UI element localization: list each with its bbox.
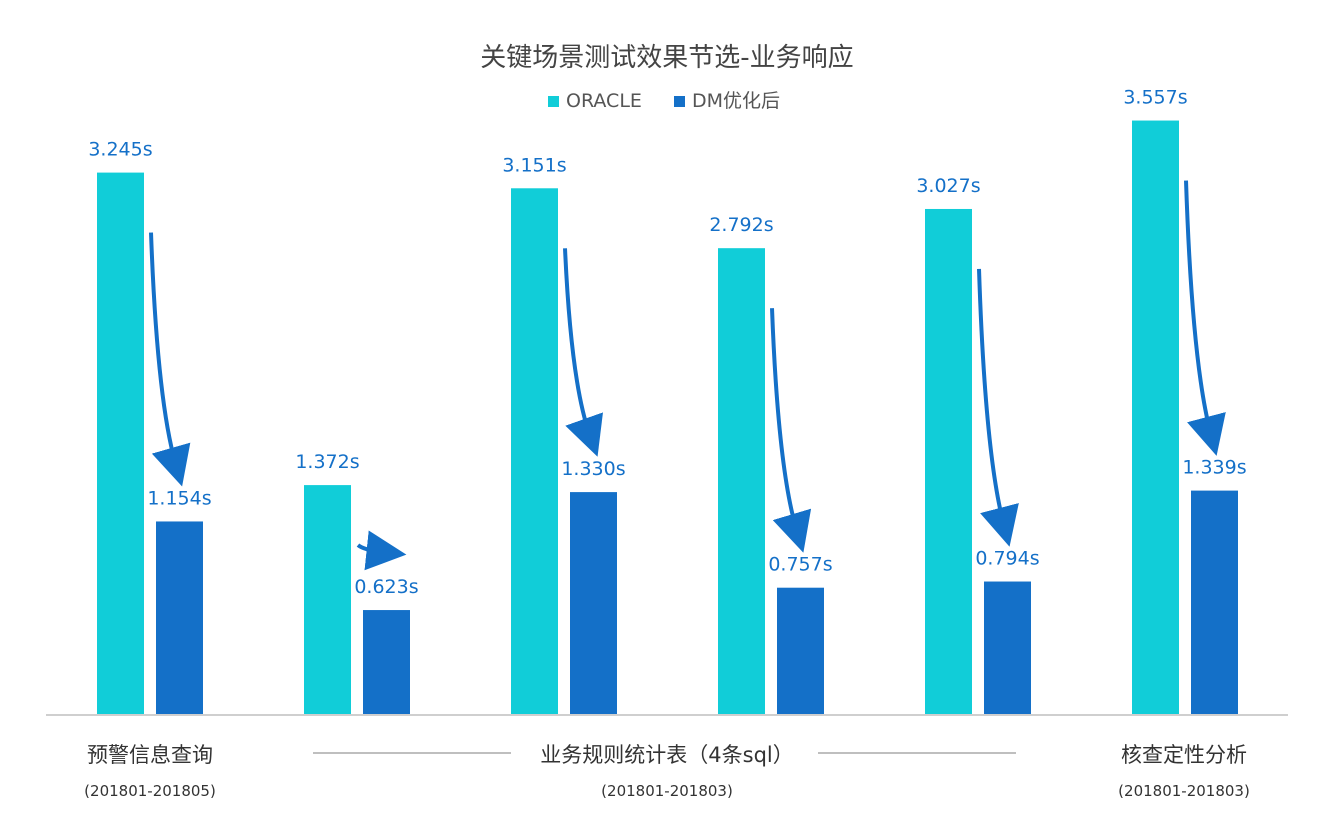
value-label-oracle-2: 1.372s	[295, 451, 359, 473]
reduction-arrow-2	[356, 530, 407, 571]
reduction-arrow-3	[563, 248, 603, 457]
bar-oracle-2	[304, 485, 351, 714]
chart-title: 关键场景测试效果节选-业务响应	[480, 43, 853, 73]
group-label-early-warning: 预警信息查询	[87, 743, 213, 767]
bar-dm-6	[1191, 490, 1238, 714]
group-label-business-rules: 业务规则统计表（4条sql）	[540, 743, 793, 767]
value-label-oracle-1: 3.245s	[88, 139, 152, 161]
bar-oracle-4	[718, 248, 765, 714]
group-sublabel-business-rules: (201801-201803)	[601, 782, 733, 800]
legend-swatch-dm	[674, 96, 685, 107]
value-label-dm-4: 0.757s	[768, 554, 832, 576]
reduction-arrow-4	[770, 308, 812, 553]
value-label-dm-2: 0.623s	[354, 576, 418, 598]
legend-label-dm: DM优化后	[692, 90, 780, 112]
reduction-arrow-group	[149, 180, 1226, 571]
value-label-dm-1: 1.154s	[147, 487, 211, 509]
bar-oracle-1	[97, 172, 144, 715]
bar-dm-5	[984, 581, 1031, 714]
value-label-dm-3: 1.330s	[561, 458, 625, 480]
bar-dm-4	[777, 587, 824, 714]
value-label-oracle-4: 2.792s	[709, 214, 773, 236]
bar-oracle-3	[511, 188, 558, 715]
group-sublabel-early-warning: (201801-201805)	[84, 782, 216, 800]
value-label-oracle-5: 3.027s	[916, 175, 980, 197]
legend-label-oracle: ORACLE	[566, 90, 642, 112]
group-label-verification: 核查定性分析	[1121, 743, 1247, 767]
value-label-dm-5: 0.794s	[975, 548, 1039, 570]
value-label-group: 3.245s 1.154s 1.372s 0.623s 3.151s 1.330s 2.79…	[88, 87, 1246, 599]
chart-legend: ORACLE DM优化后	[548, 90, 780, 112]
legend-swatch-oracle	[548, 96, 559, 107]
bar-series-group	[97, 120, 1238, 715]
value-label-dm-6: 1.339s	[1182, 457, 1246, 479]
bar-dm-3	[570, 492, 617, 714]
bar-dm-1	[156, 521, 203, 714]
reduction-arrow-1	[149, 232, 191, 487]
value-label-oracle-3: 3.151s	[502, 154, 566, 176]
reduction-arrow-5	[977, 268, 1019, 547]
reduction-arrow-6	[1184, 180, 1226, 456]
bar-oracle-5	[925, 208, 972, 715]
value-label-oracle-6: 3.557s	[1123, 87, 1187, 109]
bar-dm-2	[363, 610, 410, 714]
bar-oracle-6	[1132, 120, 1179, 715]
group-sublabel-verification: (201801-201803)	[1118, 782, 1250, 800]
